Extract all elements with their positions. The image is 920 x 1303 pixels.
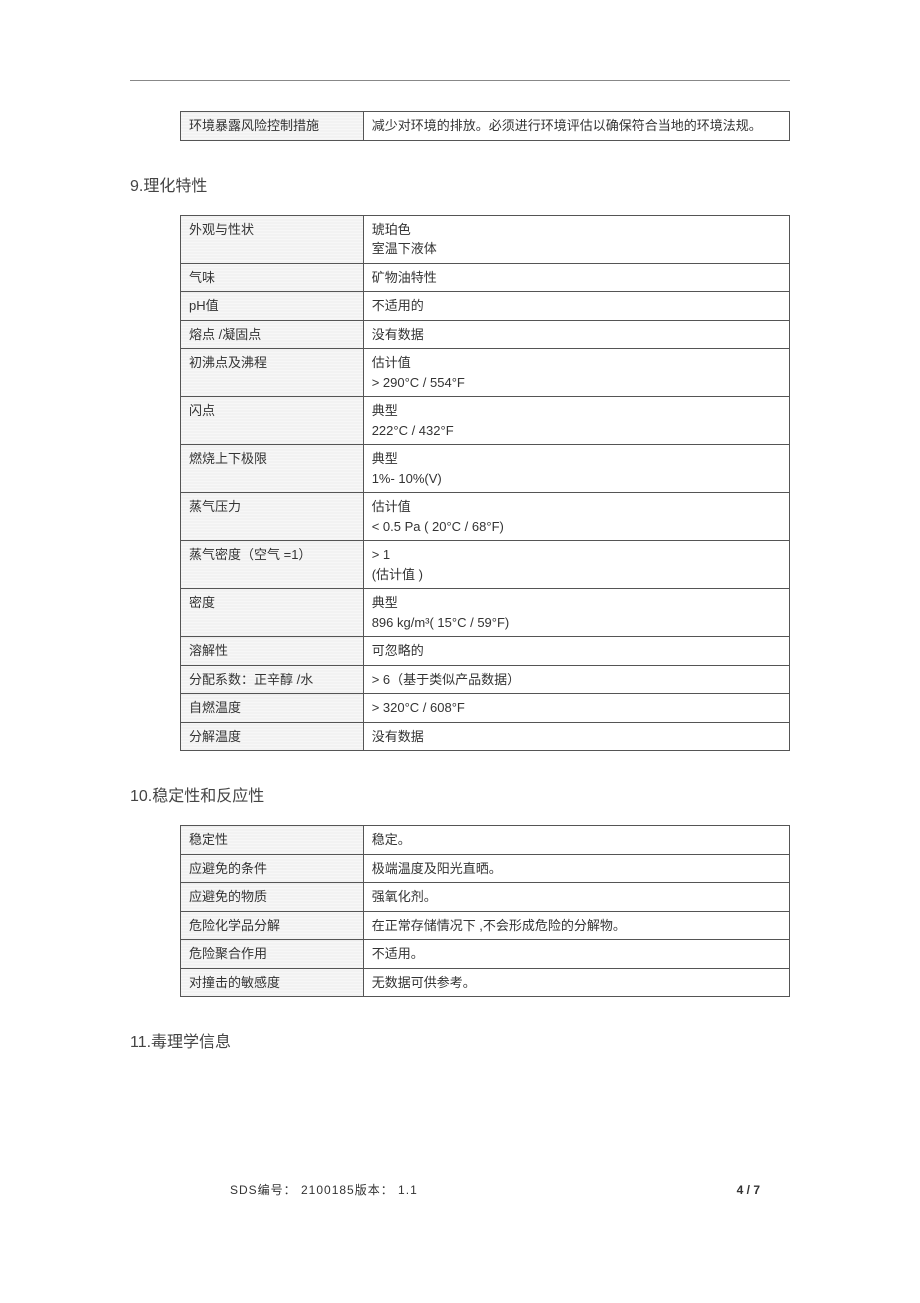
value-line: 典型 [372,449,781,469]
property-value: > 6（基于类似产品数据） [363,665,789,694]
property-label: 蒸气密度（空气 =1） [181,541,364,589]
env-exposure-label: 环境暴露风险控制措施 [181,112,364,141]
table-row: 密度典型896 kg/m³( 15°C / 59°F) [181,589,790,637]
page: 环境暴露风险控制措施 减少对环境的排放。必须进行环境评估以确保符合当地的环境法规… [0,0,920,1111]
value-line: 可忽略的 [372,641,781,661]
env-exposure-table: 环境暴露风险控制措施 减少对环境的排放。必须进行环境评估以确保符合当地的环境法规… [180,111,790,141]
property-value: 在正常存储情况下 ,不会形成危险的分解物。 [363,911,789,940]
table-row: 自燃温度 > 320°C / 608°F [181,694,790,723]
stability-table: 稳定性稳定。应避免的条件极端温度及阳光直晒。应避免的物质强氧化剂。危险化学品分解… [180,825,790,997]
section10-block: 稳定性稳定。应避免的条件极端温度及阳光直晒。应避免的物质强氧化剂。危险化学品分解… [180,825,790,997]
property-value: 稳定。 [363,826,789,855]
table-row: 应避免的条件极端温度及阳光直晒。 [181,854,790,883]
section8-tail-block: 环境暴露风险控制措施 减少对环境的排放。必须进行环境评估以确保符合当地的环境法规… [180,111,790,141]
table-row: 分配系数：正辛醇 /水 > 6（基于类似产品数据） [181,665,790,694]
property-label: pH值 [181,292,364,321]
value-line: 1%- 10%(V) [372,469,781,489]
table-row: 应避免的物质强氧化剂。 [181,883,790,912]
table-row: 熔点 /凝固点没有数据 [181,320,790,349]
section10-heading: 10.稳定性和反应性 [130,785,790,809]
footer-sds-id: SDS编号： 2100185版本： 1.1 [230,1181,418,1199]
property-label: 危险聚合作用 [181,940,364,969]
property-label: 外观与性状 [181,215,364,263]
value-line: < 0.5 Pa ( 20°C / 68°F) [372,517,781,537]
value-line: 琥珀色 [372,220,781,240]
property-value: 强氧化剂。 [363,883,789,912]
table-row: 稳定性稳定。 [181,826,790,855]
property-label: 密度 [181,589,364,637]
table-row: 外观与性状琥珀色室温下液体 [181,215,790,263]
table-row: 气味矿物油特性 [181,263,790,292]
property-label: 对撞击的敏感度 [181,968,364,997]
value-line: 没有数据 [372,727,781,747]
env-exposure-value: 减少对环境的排放。必须进行环境评估以确保符合当地的环境法规。 [363,112,789,141]
property-label: 闪点 [181,397,364,445]
property-value: > 1(估计值 ) [363,541,789,589]
value-line: > 290°C / 554°F [372,373,781,393]
table-row: 初沸点及沸程估计值> 290°C / 554°F [181,349,790,397]
table-row: 危险化学品分解在正常存储情况下 ,不会形成危险的分解物。 [181,911,790,940]
property-label: 气味 [181,263,364,292]
property-label: 熔点 /凝固点 [181,320,364,349]
property-value: 极端温度及阳光直晒。 [363,854,789,883]
property-label: 危险化学品分解 [181,911,364,940]
table-row: 燃烧上下极限典型1%- 10%(V) [181,445,790,493]
table-row: 闪点典型222°C / 432°F [181,397,790,445]
top-rule [130,80,790,81]
property-value: 典型222°C / 432°F [363,397,789,445]
section11-heading: 11.毒理学信息 [130,1031,790,1055]
property-value: 没有数据 [363,320,789,349]
property-label: 应避免的物质 [181,883,364,912]
table-row: 溶解性可忽略的 [181,637,790,666]
property-label: 燃烧上下极限 [181,445,364,493]
property-label: 稳定性 [181,826,364,855]
value-line: (估计值 ) [372,565,781,585]
value-line: > 320°C / 608°F [372,698,781,718]
value-line: > 6（基于类似产品数据） [372,670,781,690]
table-row: 危险聚合作用不适用。 [181,940,790,969]
property-value: 没有数据 [363,722,789,751]
table-row: 分解温度没有数据 [181,722,790,751]
table-row: 环境暴露风险控制措施 减少对环境的排放。必须进行环境评估以确保符合当地的环境法规… [181,112,790,141]
value-line: 典型 [372,401,781,421]
property-label: 初沸点及沸程 [181,349,364,397]
footer-page-number: 4 / 7 [737,1181,760,1199]
property-label: 分配系数：正辛醇 /水 [181,665,364,694]
property-value: 琥珀色室温下液体 [363,215,789,263]
property-value: > 320°C / 608°F [363,694,789,723]
property-value: 不适用。 [363,940,789,969]
value-line: 没有数据 [372,325,781,345]
property-value: 典型896 kg/m³( 15°C / 59°F) [363,589,789,637]
property-label: 自燃温度 [181,694,364,723]
property-value: 不适用的 [363,292,789,321]
property-value: 估计值< 0.5 Pa ( 20°C / 68°F) [363,493,789,541]
table-row: 蒸气密度（空气 =1）> 1(估计值 ) [181,541,790,589]
section9-heading: 9.理化特性 [130,175,790,199]
value-line: 896 kg/m³( 15°C / 59°F) [372,613,781,633]
property-value: 可忽略的 [363,637,789,666]
value-line: 室温下液体 [372,239,781,259]
property-value: 估计值> 290°C / 554°F [363,349,789,397]
property-value: 无数据可供参考。 [363,968,789,997]
page-footer: SDS编号： 2100185版本： 1.1 4 / 7 [0,1181,920,1199]
table-row: 对撞击的敏感度无数据可供参考。 [181,968,790,997]
section9-block: 外观与性状琥珀色室温下液体气味矿物油特性pH值不适用的熔点 /凝固点没有数据初沸… [180,215,790,752]
property-value: 典型1%- 10%(V) [363,445,789,493]
property-label: 应避免的条件 [181,854,364,883]
value-line: > 1 [372,545,781,565]
value-line: 不适用的 [372,296,781,316]
property-value: 矿物油特性 [363,263,789,292]
value-line: 矿物油特性 [372,268,781,288]
value-line: 估计值 [372,353,781,373]
table-row: 蒸气压力估计值< 0.5 Pa ( 20°C / 68°F) [181,493,790,541]
table-row: pH值不适用的 [181,292,790,321]
property-label: 分解温度 [181,722,364,751]
value-line: 估计值 [372,497,781,517]
property-label: 蒸气压力 [181,493,364,541]
value-line: 222°C / 432°F [372,421,781,441]
value-line: 典型 [372,593,781,613]
property-label: 溶解性 [181,637,364,666]
physchem-table: 外观与性状琥珀色室温下液体气味矿物油特性pH值不适用的熔点 /凝固点没有数据初沸… [180,215,790,752]
